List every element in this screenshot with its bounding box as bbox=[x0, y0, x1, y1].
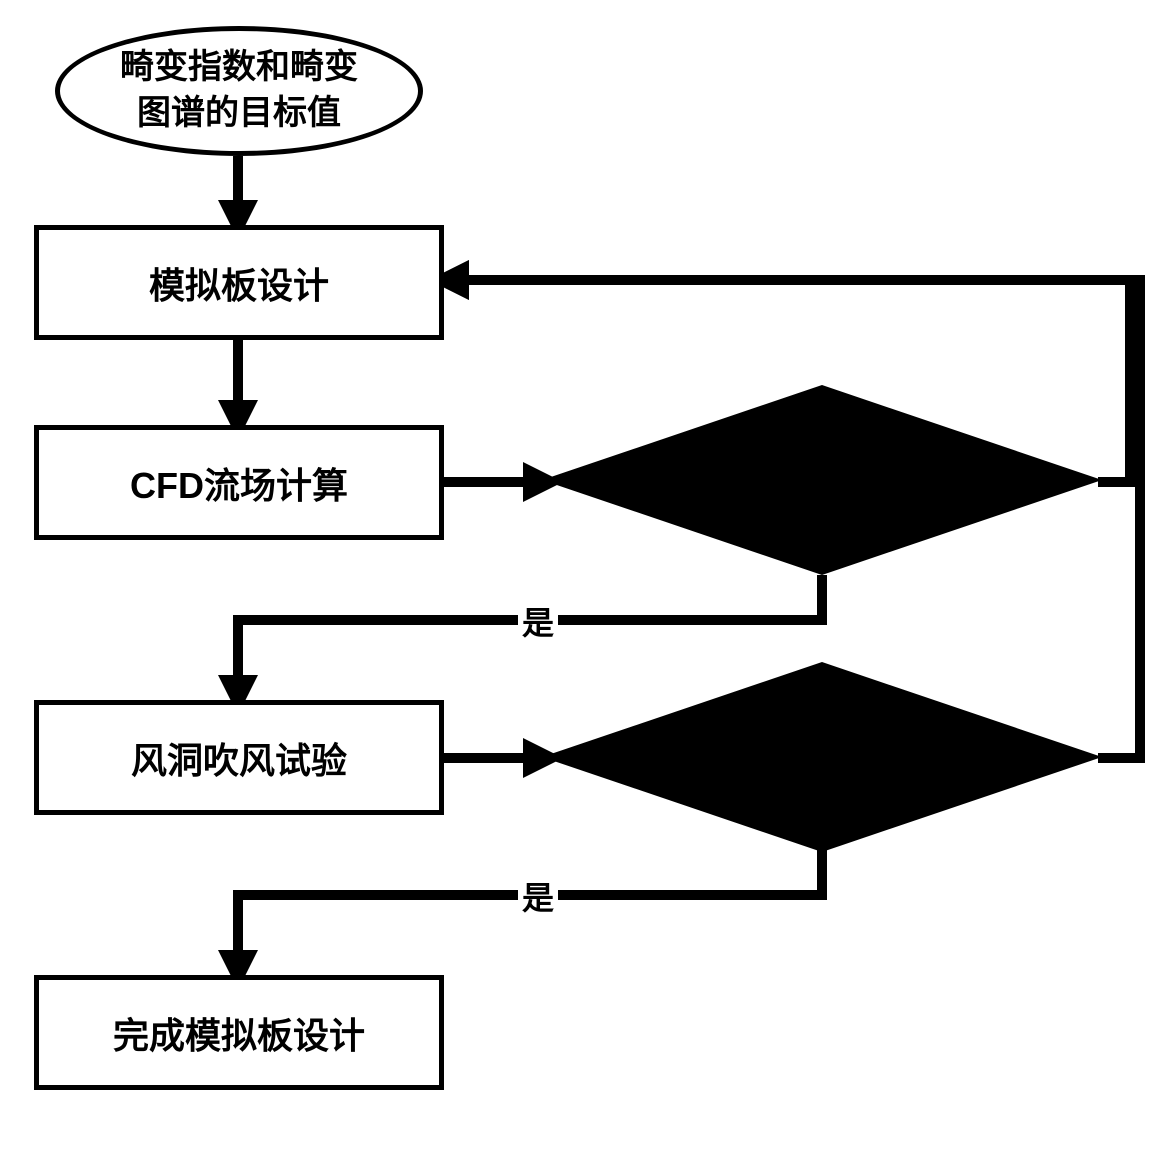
node-start-label: 畸变指数和畸变 图谱的目标值 bbox=[120, 45, 358, 137]
node-windtunnel: 风洞吹风试验 bbox=[34, 700, 444, 815]
node-decision2 bbox=[542, 662, 1102, 852]
node-design-label: 模拟板设计 bbox=[149, 257, 329, 309]
node-cfd-label: CFD流场计算 bbox=[130, 457, 348, 509]
flowchart-canvas: 畸变指数和畸变 图谱的目标值 模拟板设计 CFD流场计算 风洞吹风试验 完成模拟… bbox=[0, 0, 1166, 1169]
node-start: 畸变指数和畸变 图谱的目标值 bbox=[55, 26, 423, 156]
node-design: 模拟板设计 bbox=[34, 225, 444, 340]
node-decision1 bbox=[542, 385, 1102, 575]
edge-label-yes-2: 是 bbox=[518, 873, 558, 919]
node-complete: 完成模拟板设计 bbox=[34, 975, 444, 1090]
edge-label-yes-1: 是 bbox=[518, 598, 558, 644]
node-cfd: CFD流场计算 bbox=[34, 425, 444, 540]
node-windtunnel-label: 风洞吹风试验 bbox=[131, 732, 347, 784]
node-complete-label: 完成模拟板设计 bbox=[113, 1007, 365, 1059]
